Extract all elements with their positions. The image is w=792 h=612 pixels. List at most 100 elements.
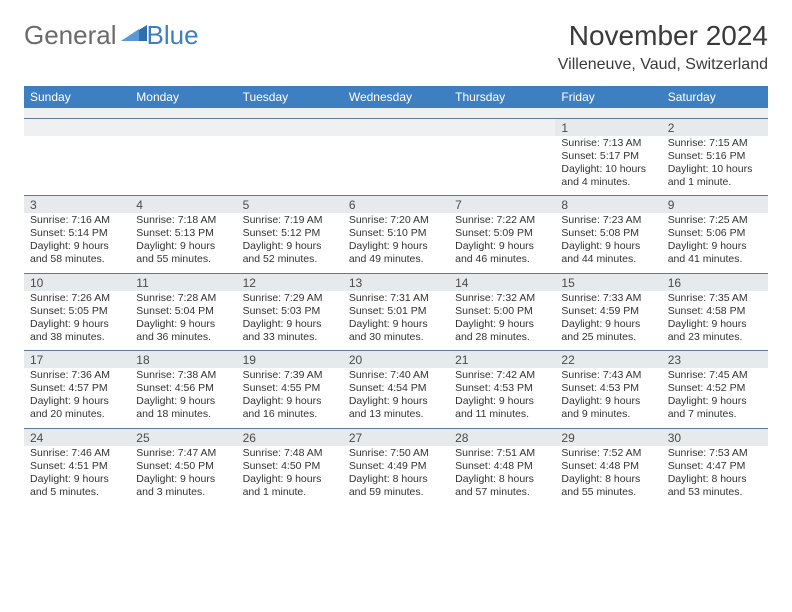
date-num-27: 27: [343, 428, 449, 446]
sunrise-text: Sunrise: 7:28 AM: [136, 292, 230, 305]
sunrise-text: Sunrise: 7:39 AM: [243, 369, 337, 382]
date-num-2: 2: [662, 118, 768, 136]
date-row: 3456789: [24, 196, 768, 214]
sunrise-text: Sunrise: 7:33 AM: [561, 292, 655, 305]
daylight-text: Daylight: 8 hours and 57 minutes.: [455, 473, 549, 499]
daylight-text: Daylight: 9 hours and 49 minutes.: [349, 240, 443, 266]
sunset-text: Sunset: 5:12 PM: [243, 227, 337, 240]
sunset-text: Sunset: 5:01 PM: [349, 305, 443, 318]
detail-row: Sunrise: 7:16 AMSunset: 5:14 PM Daylight:…: [24, 213, 768, 273]
detail-9: Sunrise: 7:25 AMSunset: 5:06 PMDaylight:…: [662, 213, 768, 273]
sunset-text: Sunset: 5:03 PM: [243, 305, 337, 318]
sunset-text: Sunset: 5:14 PM: [30, 227, 124, 240]
sunrise-text: Sunrise: 7:43 AM: [561, 369, 655, 382]
sunrise-text: Sunrise: 7:15 AM: [668, 137, 762, 150]
sunset-text: Sunset: 5:06 PM: [668, 227, 762, 240]
date-num-22: 22: [555, 351, 661, 369]
sunrise-text: Sunrise: 7:31 AM: [349, 292, 443, 305]
detail-25: Sunrise: 7:47 AMSunset: 4:50 PMDaylight:…: [130, 446, 236, 506]
sunrise-text: Sunrise: 7:16 AM: [30, 214, 124, 227]
detail-empty: [449, 136, 555, 196]
sunrise-text: Sunrise: 7:19 AM: [243, 214, 337, 227]
detail-8: Sunrise: 7:23 AMSunset: 5:08 PMDaylight:…: [555, 213, 661, 273]
sunset-text: Sunset: 4:49 PM: [349, 460, 443, 473]
date-num-26: 26: [237, 428, 343, 446]
sunset-text: Sunset: 4:52 PM: [668, 382, 762, 395]
daylight-text: Daylight: 9 hours and 36 minutes.: [136, 318, 230, 344]
sunrise-text: Sunrise: 7:13 AM: [561, 137, 655, 150]
date-row: 24252627282930: [24, 428, 768, 446]
date-num-24: 24: [24, 428, 130, 446]
sunset-text: Sunset: 4:48 PM: [455, 460, 549, 473]
daylight-text: Daylight: 9 hours and 20 minutes.: [30, 395, 124, 421]
sunrise-text: Sunrise: 7:20 AM: [349, 214, 443, 227]
daylight-text: Daylight: 9 hours and 1 minute.: [243, 473, 337, 499]
detail-row: Sunrise: 7:46 AMSunset: 4:51 PMDaylight:…: [24, 446, 768, 506]
date-num-25: 25: [130, 428, 236, 446]
daylight-text: Daylight: 9 hours and 33 minutes.: [243, 318, 337, 344]
date-num-14: 14: [449, 273, 555, 291]
date-num-3: 3: [24, 196, 130, 214]
date-num-28: 28: [449, 428, 555, 446]
sunset-text: Sunset: 5:09 PM: [455, 227, 549, 240]
logo: General Blue: [24, 20, 199, 51]
daylight-text: Daylight: 9 hours and 55 minutes.: [136, 240, 230, 266]
daylight-text: Daylight: 10 hours and 4 minutes.: [561, 163, 655, 189]
date-num-21: 21: [449, 351, 555, 369]
sunset-text: Sunset: 4:50 PM: [243, 460, 337, 473]
daylight-text: Daylight: 9 hours and 23 minutes.: [668, 318, 762, 344]
detail-14: Sunrise: 7:32 AMSunset: 5:00 PMDaylight:…: [449, 291, 555, 351]
sunrise-text: Sunrise: 7:52 AM: [561, 447, 655, 460]
page-header: General Blue November 2024 Villeneuve, V…: [0, 0, 792, 78]
dayheader-thursday: Thursday: [449, 86, 555, 108]
date-num-1: 1: [555, 118, 661, 136]
date-empty: [237, 118, 343, 136]
sunrise-text: Sunrise: 7:22 AM: [455, 214, 549, 227]
logo-triangle-icon: [121, 23, 147, 48]
date-empty: [343, 118, 449, 136]
detail-26: Sunrise: 7:48 AMSunset: 4:50 PMDaylight:…: [237, 446, 343, 506]
daylight-text: Daylight: 9 hours and 28 minutes.: [455, 318, 549, 344]
date-row: 10111213141516: [24, 273, 768, 291]
date-empty: [449, 118, 555, 136]
sunset-text: Sunset: 5:00 PM: [455, 305, 549, 318]
sunrise-text: Sunrise: 7:26 AM: [30, 292, 124, 305]
detail-empty: [24, 136, 130, 196]
detail-10: Sunrise: 7:26 AMSunset: 5:05 PMDaylight:…: [24, 291, 130, 351]
date-num-19: 19: [237, 351, 343, 369]
daylight-text: Daylight: 8 hours and 53 minutes.: [668, 473, 762, 499]
sunrise-text: Sunrise: 7:38 AM: [136, 369, 230, 382]
sunrise-text: Sunrise: 7:25 AM: [668, 214, 762, 227]
detail-29: Sunrise: 7:52 AMSunset: 4:48 PMDaylight:…: [555, 446, 661, 506]
sunset-text: Sunset: 4:50 PM: [136, 460, 230, 473]
detail-28: Sunrise: 7:51 AMSunset: 4:48 PMDaylight:…: [449, 446, 555, 506]
date-num-5: 5: [237, 196, 343, 214]
title-block: November 2024 Villeneuve, Vaud, Switzerl…: [558, 20, 768, 74]
detail-18: Sunrise: 7:38 AMSunset: 4:56 PMDaylight:…: [130, 368, 236, 428]
detail-6: Sunrise: 7:20 AMSunset: 5:10 PMDaylight:…: [343, 213, 449, 273]
date-num-30: 30: [662, 428, 768, 446]
detail-empty: [237, 136, 343, 196]
date-row: 12: [24, 118, 768, 136]
date-num-7: 7: [449, 196, 555, 214]
sunrise-text: Sunrise: 7:23 AM: [561, 214, 655, 227]
sunset-text: Sunset: 4:58 PM: [668, 305, 762, 318]
daylight-text: Daylight: 9 hours and 3 minutes.: [136, 473, 230, 499]
date-num-17: 17: [24, 351, 130, 369]
date-num-4: 4: [130, 196, 236, 214]
daylight-text: Daylight: 9 hours and 18 minutes.: [136, 395, 230, 421]
spacer-row: [24, 108, 768, 118]
daylight-text: Daylight: 9 hours and 44 minutes.: [561, 240, 655, 266]
sunrise-text: Sunrise: 7:48 AM: [243, 447, 337, 460]
sunset-text: Sunset: 5:10 PM: [349, 227, 443, 240]
sunset-text: Sunset: 4:57 PM: [30, 382, 124, 395]
detail-3: Sunrise: 7:16 AMSunset: 5:14 PMDaylight:…: [24, 213, 130, 273]
sunrise-text: Sunrise: 7:50 AM: [349, 447, 443, 460]
sunrise-text: Sunrise: 7:40 AM: [349, 369, 443, 382]
detail-12: Sunrise: 7:29 AMSunset: 5:03 PMDaylight:…: [237, 291, 343, 351]
detail-row: Sunrise: 7:36 AMSunset: 4:57 PMDaylight:…: [24, 368, 768, 428]
logo-text-sub: Blue: [147, 20, 199, 51]
sunrise-text: Sunrise: 7:18 AM: [136, 214, 230, 227]
detail-empty: [130, 136, 236, 196]
date-num-13: 13: [343, 273, 449, 291]
